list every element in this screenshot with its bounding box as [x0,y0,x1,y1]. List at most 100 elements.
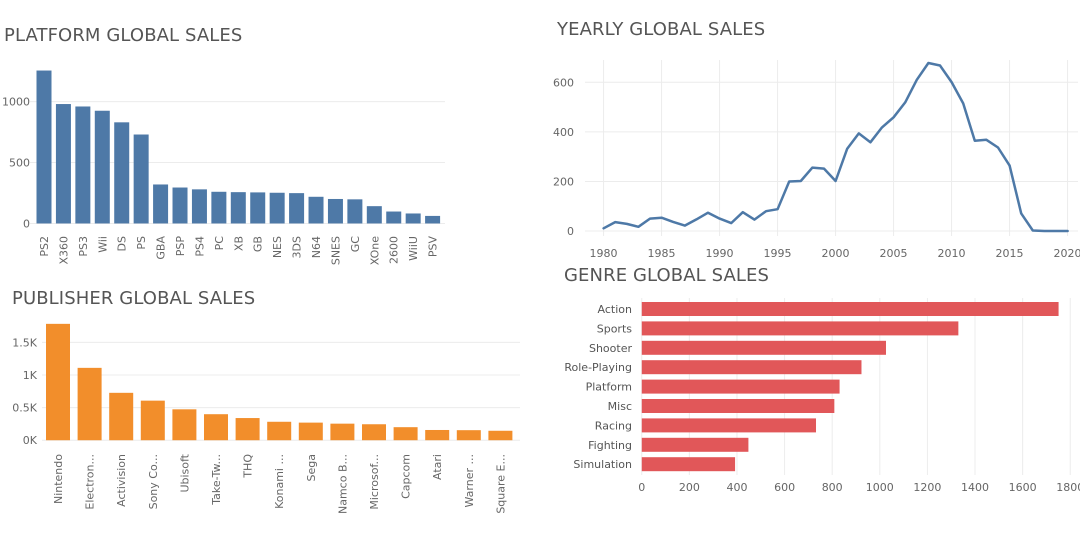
yearly-x-tick-label: 1980 [590,247,618,260]
platform-x-tick-label: GB [252,236,265,252]
platform-bar [191,189,207,224]
genre-chart-title: GENRE GLOBAL SALES [564,265,770,286]
platform-bar [425,215,441,224]
platform-x-tick-label: PS [135,236,148,250]
publisher-bar [172,409,197,441]
genre-bar [641,302,1059,316]
publisher-y-tick-label: 0.5K [12,402,37,415]
genre-bar [641,457,736,472]
publisher-x-tick-label: Warner ... [463,454,476,508]
platform-bar [386,211,402,224]
platform-x-tick-label: X360 [57,236,70,265]
yearly-chart-title: YEARLY GLOBAL SALES [557,19,766,40]
platform-x-tick-label: PS4 [193,236,206,257]
publisher-x-tick-label: Konami ... [273,454,286,509]
genre-x-tick-label: 800 [822,481,843,494]
genre-y-tick-label: Action [598,303,632,316]
genre-x-tick-label: 1600 [1009,481,1037,494]
genre-bar [641,437,749,452]
publisher-x-tick-label: Square E... [494,454,507,514]
platform-x-tick-label: XOne [368,236,381,265]
publisher-y-tick-label: 1K [23,369,38,382]
genre-x-tick-label: 200 [679,481,700,494]
yearly-y-tick-label: 0 [567,225,574,238]
platform-x-tick-label: PSP [174,236,187,257]
genre-x-tick-label: 0 [638,481,645,494]
publisher-x-tick-label: Atari [431,454,444,480]
genre-bar [641,399,835,413]
publisher-bar [109,392,134,441]
platform-x-tick-label: NES [271,236,284,258]
platform-x-tick-label: PS3 [77,236,90,257]
publisher-x-tick-label: Namco B... [336,454,349,514]
yearly-x-tick-label: 1985 [648,247,676,260]
genre-y-tick-label: Racing [595,419,632,432]
yearly-y-tick-label: 200 [553,175,574,188]
platform-x-tick-label: SNES [329,236,342,265]
publisher-bar [235,418,260,441]
publisher-x-tick-label: Take-Tw... [210,454,223,506]
platform-bar [114,122,130,224]
yearly-x-tick-label: 1990 [706,247,734,260]
publisher-bar [393,427,418,441]
genre-bar [641,321,959,336]
genre-x-tick-label: 1800 [1056,481,1080,494]
platform-bar [75,106,91,224]
platform-x-tick-label: 3DS [291,236,304,258]
genre-x-tick-label: 1400 [961,481,989,494]
platform-y-tick-label: 1000 [2,96,30,109]
publisher-x-tick-label: THQ [242,454,255,479]
yearly-series-line [602,61,1069,233]
genre-bar [641,360,862,375]
publisher-bar [425,429,450,441]
genre-y-tick-label: Sports [597,322,633,335]
platform-x-tick-label: GC [349,236,362,253]
genre-x-tick-label: 1000 [866,481,894,494]
publisher-bar [488,430,513,441]
genre-y-tick-label: Platform [586,381,632,394]
publisher-x-tick-label: Electron... [84,454,97,510]
platform-y-tick-label: 0 [23,217,30,230]
genre-bar [641,340,886,355]
publisher-chart-title: PUBLISHER GLOBAL SALES [12,288,256,309]
platform-x-tick-label: N64 [310,236,323,258]
yearly-x-tick-label: 2015 [996,247,1024,260]
platform-chart-title: PLATFORM GLOBAL SALES [4,25,243,46]
platform-x-tick-label: PS2 [38,236,51,257]
platform-x-tick-label: PC [213,236,226,251]
publisher-x-tick-label: Microsof... [368,454,381,510]
yearly-x-tick-label: 1995 [764,247,792,260]
platform-bar [308,196,324,224]
platform-x-tick-label: PSV [427,236,440,258]
platform-bar [36,70,52,224]
platform-bar [94,110,110,224]
yearly-x-tick-label: 2020 [1054,247,1080,260]
platform-x-tick-label: 2600 [388,236,401,264]
platform-x-tick-label: XB [232,236,245,251]
platform-y-tick-label: 500 [9,157,30,170]
publisher-x-tick-label: Sony Co... [147,454,160,509]
publisher-bar [204,414,228,441]
platform-bar [172,187,188,224]
platform-bar [327,198,343,224]
genre-x-tick-label: 600 [774,481,795,494]
genre-y-tick-label: Fighting [588,439,632,452]
platform-bar [269,192,285,224]
platform-bar [366,206,382,224]
platform-bar [250,192,266,224]
genre-y-tick-label: Misc [608,400,632,413]
platform-x-tick-label: Wii [96,236,109,253]
publisher-y-tick-label: 1.5K [12,336,37,349]
platform-bar [405,213,421,224]
genre-x-tick-label: 1200 [913,481,941,494]
publisher-bar [456,430,481,441]
publisher-x-tick-label: Sega [305,454,318,481]
publisher-x-tick-label: Nintendo [52,454,65,504]
platform-bar [133,134,149,224]
platform-x-tick-label: GBA [155,236,168,260]
yearly-x-tick-label: 2000 [822,247,850,260]
platform-bar [230,192,246,224]
publisher-bar [140,400,165,441]
yearly-y-tick-label: 400 [553,126,574,139]
